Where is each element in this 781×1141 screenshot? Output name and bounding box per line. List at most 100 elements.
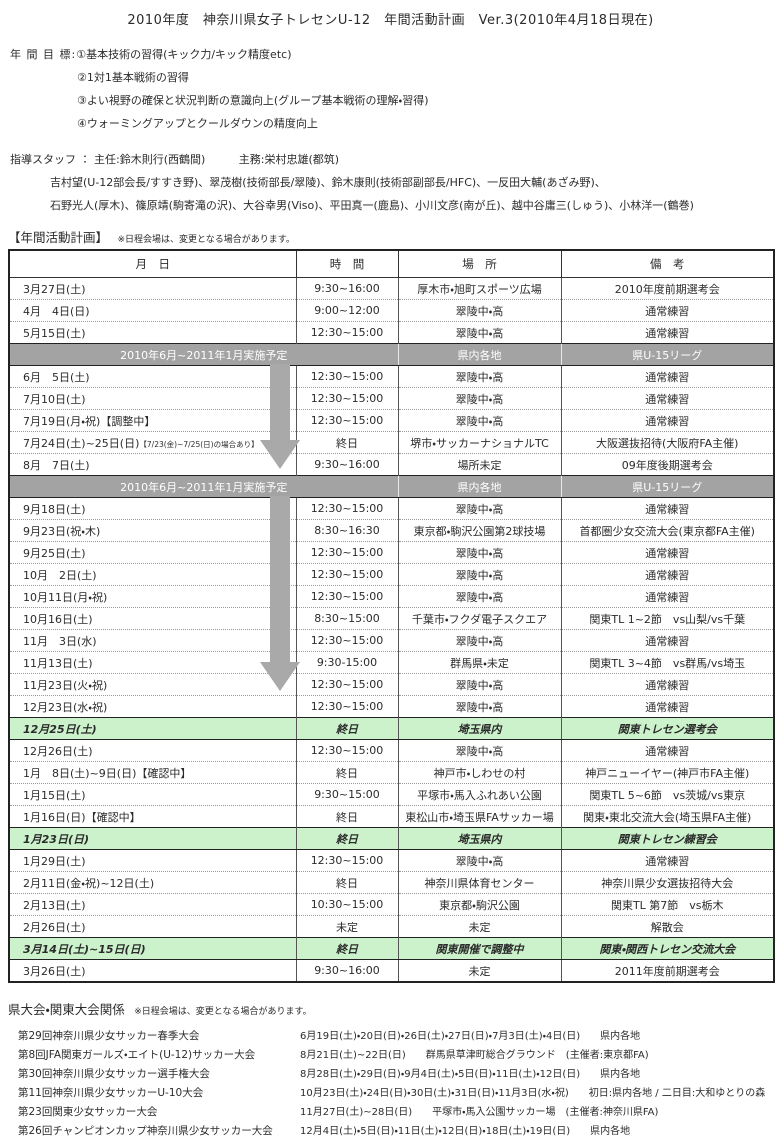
cell-date: 7月24日(土)~25日(日)【7/23(金)~7/25(日)の場合あり】 <box>8 431 297 454</box>
cell-note: 通常練習 <box>560 563 775 586</box>
cell-time: 8:30~16:30 <box>295 519 399 542</box>
cell-place: 平塚市・馬入ふれあい公園 <box>397 783 562 806</box>
date-text: 2月26日(土) <box>23 920 86 934</box>
tournament-row: 第8回JFA関東ガールズ・エイト(U-12)サッカー大会 8月21日(土)~22日… <box>8 1046 781 1065</box>
cell-time: 9:30~16:00 <box>295 277 399 300</box>
cell-note: 2011年度前期選考会 <box>560 959 775 983</box>
cell-place: 翠陵中・高 <box>397 563 562 586</box>
cell-date: 9月18日(土) <box>8 497 297 520</box>
cell-place: 埼玉県内 <box>397 827 562 850</box>
cell-time: 12:30~15:00 <box>295 321 399 344</box>
cell-date: 2月26日(土) <box>8 915 297 938</box>
down-arrow-icon <box>270 364 290 441</box>
goal-line-1: 年 間 目 標:①基本技術の習得(キック力/キック精度etc) <box>10 43 781 66</box>
date-text: 11月 3日(水) <box>23 634 97 648</box>
schedule-row: 7月19日(月・祝)【調整中】 12:30~15:00 翠陵中・高 通常練習 <box>8 409 775 432</box>
schedule-row: 7月10日(土) 12:30~15:00 翠陵中・高 通常練習 <box>8 387 775 410</box>
cell-place: 翠陵中・高 <box>397 299 562 322</box>
cell-note: 解散会 <box>560 915 775 938</box>
cell-time: 12:30~15:00 <box>295 849 399 872</box>
cell-time: 終日 <box>295 805 399 828</box>
schedule-row: 1月15日(土) 9:30~15:00 平塚市・馬入ふれあい公園 関東TL 5~6節 … <box>8 783 775 806</box>
cell-note: 通常練習 <box>560 387 775 410</box>
event-highlight-row: 12月25日(土) 終日 埼玉県内 関東トレセン選考会 <box>8 717 775 740</box>
schedule-row: 12月23日(水・祝) 12:30~15:00 翠陵中・高 通常練習 <box>8 695 775 718</box>
cell-place: 東京都・駒沢公園 <box>397 893 562 916</box>
staff-line-1: 指導スタッフ ： 主任:鈴木則行(西鶴間) 主務:栄村忠雄(都筑) <box>10 148 781 171</box>
cell-date: 2月11日(金・祝)~12日(土) <box>8 871 297 894</box>
schedule-row: 9月18日(土) 12:30~15:00 翠陵中・高 通常練習 <box>8 497 775 520</box>
cell-place: 場所未定 <box>397 453 562 476</box>
date-text: 5月15日(土) <box>23 326 86 340</box>
down-arrow-icon <box>260 662 300 691</box>
date-text: 11月13日(土) <box>23 656 93 670</box>
band-place: 県内各地 <box>397 475 562 498</box>
cell-date: 1月15日(土) <box>8 783 297 806</box>
cell-time: 12:30~15:00 <box>295 497 399 520</box>
cell-place: 埼玉県内 <box>397 717 562 740</box>
date-text: 1月15日(土) <box>23 788 86 802</box>
cell-note: 通常練習 <box>560 365 775 388</box>
event-highlight-row: 3月14日(土)~15日(日) 終日 関東開催で調整中 関東・関西トレセン交流大会 <box>8 937 775 960</box>
cell-note: 関東・東北交流大会(埼玉県FA主催) <box>560 805 775 828</box>
col-header-date: 月 日 <box>8 249 297 278</box>
staff-chief: 主任:鈴木則行(西鶴間) <box>94 153 206 166</box>
schedule-row: 7月24日(土)~25日(日)【7/23(金)~7/25(日)の場合あり】 終日堺… <box>8 431 775 454</box>
cell-time: 10:30~15:00 <box>295 893 399 916</box>
cell-date: 1月23日(日) <box>8 827 297 850</box>
cell-note: 関東トレセン選考会 <box>560 717 775 740</box>
cell-date: 10月16日(土) <box>8 607 297 630</box>
schedule-row: 1月 8日(土)~9日(日)【確認中】 終日 神戸市・しわせの村 神戸ニューイヤー(神… <box>8 761 775 784</box>
cell-time: 12:30~15:00 <box>295 365 399 388</box>
cell-place: 堺市・サッカーナショナルTC <box>397 431 562 454</box>
cell-date: 1月29日(土) <box>8 849 297 872</box>
tournament-row: 第26回チャンピオンカップ神奈川県少女サッカー大会 12月4日(土)・5日(日)・… <box>8 1122 781 1141</box>
cell-note: 通常練習 <box>560 299 775 322</box>
cell-place: 未定 <box>397 959 562 983</box>
schedule-table: 月 日 時 間 場 所 備 考 3月27日(土) 9:30~16:00 厚木市・旭町… <box>8 249 775 983</box>
cell-time: 終日 <box>295 717 399 740</box>
annual-goals: 年 間 目 標:①基本技術の習得(キック力/キック精度etc) ②1対1基本戦術… <box>10 43 781 135</box>
table-header-row: 月 日 時 間 場 所 備 考 <box>8 249 775 278</box>
cell-date: 11月 3日(水) <box>8 629 297 652</box>
schedule-row: 10月16日(土) 8:30~15:00 千葉市・フクダ電子スクエア 関東TL 1~2… <box>8 607 775 630</box>
date-text: 1月 8日(土)~9日(日)【確認中】 <box>23 766 192 780</box>
cell-note: 通常練習 <box>560 409 775 432</box>
cell-time: 終日 <box>295 827 399 850</box>
col-header-note: 備 考 <box>560 249 775 278</box>
cell-time: 12:30~15:00 <box>295 629 399 652</box>
cell-place: 東京都・駒沢公園第2球技場 <box>397 519 562 542</box>
date-text: 2月11日(金・祝)~12日(土) <box>23 876 155 890</box>
schedule-row: 4月 4日(日) 9:00~12:00 翠陵中・高 通常練習 <box>8 299 775 322</box>
tournament-row: 第11回神奈川県少女サッカーU-10大会 10月23日(土)・24日(日)・30日… <box>8 1084 781 1103</box>
date-text: 3月26日(土) <box>23 964 86 978</box>
date-text: 6月 5日(土) <box>23 370 90 384</box>
date-text: 9月25日(土) <box>23 546 86 560</box>
schedule-row: 3月27日(土) 9:30~16:00 厚木市・旭町スポーツ広場 2010年度前期選考… <box>8 277 775 300</box>
cell-date: 5月15日(土) <box>8 321 297 344</box>
schedule-row: 11月13日(土) 9:30-15:00 群馬県・未定 関東TL 3~4節 vs群馬/… <box>8 651 775 674</box>
cell-note: 通常練習 <box>560 629 775 652</box>
cell-note: 首都圏少女交流大会(東京都FA主催) <box>560 519 775 542</box>
col-header-time: 時 間 <box>295 249 399 278</box>
schedule-row: 3月26日(土) 9:30~16:00 未定 2011年度前期選考会 <box>8 959 775 983</box>
cell-time: 12:30~15:00 <box>295 409 399 432</box>
tournaments-section: 県大会・関東大会関係 ※日程会場は、変更となる場合があります。 第29回神奈川県… <box>8 999 781 1141</box>
goal-item-2: ②1対1基本戦術の習得 <box>77 71 189 84</box>
cell-note: 通常練習 <box>560 541 775 564</box>
tournaments-heading: 県大会・関東大会関係 <box>8 1002 125 1017</box>
tournament-detail: 6月19日(土)・20日(日)・26日(土)・27日(日)・7月3日(土)・4日… <box>300 1031 641 1042</box>
tournament-name: 第29回神奈川県少女サッカー春季大会 <box>18 1030 200 1042</box>
cell-place: 千葉市・フクダ電子スクエア <box>397 607 562 630</box>
cell-place: 翠陵中・高 <box>397 629 562 652</box>
cell-date: 12月23日(水・祝) <box>8 695 297 718</box>
date-text: 7月10日(土) <box>23 392 86 406</box>
date-text: 1月23日(日) <box>23 832 90 846</box>
schedule-row: 2月11日(金・祝)~12日(土) 終日 神奈川県体育センター 神奈川県少女選抜招待大… <box>8 871 775 894</box>
tournament-detail: 8月28日(土)・29日(日)・9月4日(土)・5日(日)・11日(土)・12日… <box>300 1069 641 1080</box>
schedule-row: 8月 7日(土) 9:30~16:00 場所未定 09年度後期選考会 <box>8 453 775 476</box>
date-text: 11月23日(火・祝) <box>23 678 108 692</box>
tournament-name: 第8回JFA関東ガールズ・エイト(U-12)サッカー大会 <box>18 1049 256 1061</box>
tournaments-header: 県大会・関東大会関係 ※日程会場は、変更となる場合があります。 <box>8 999 781 1018</box>
schedule-row: 12月26日(土) 12:30~15:00 翠陵中・高 通常練習 <box>8 739 775 762</box>
